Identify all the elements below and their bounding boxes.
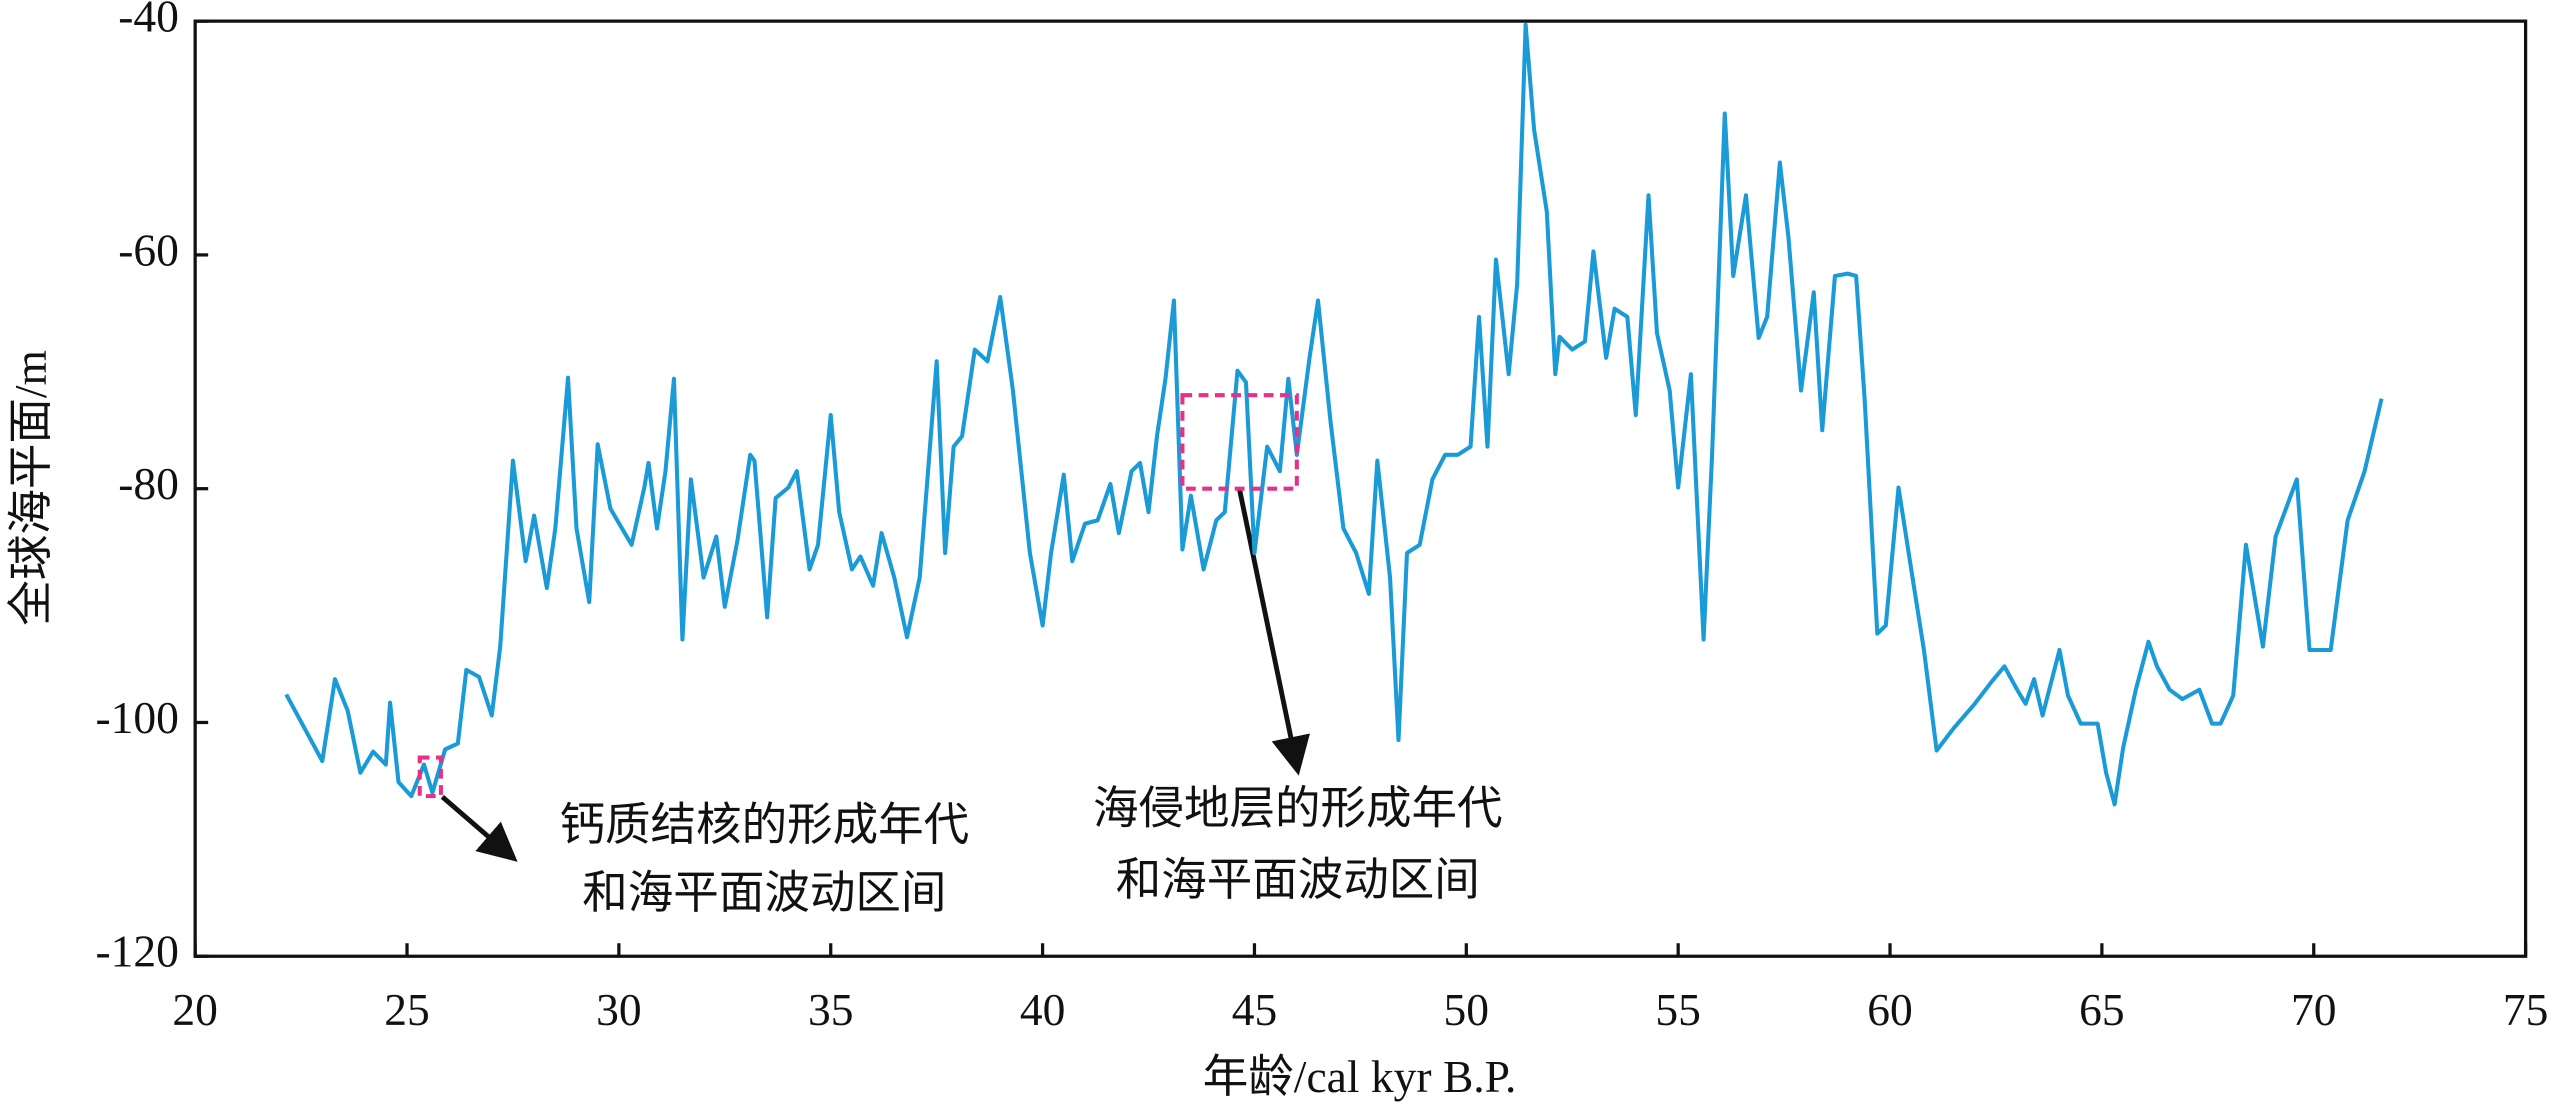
y-tick-label: -40 (118, 0, 179, 42)
x-axis-label: 年龄/cal kyr B.P. (1203, 1051, 1517, 1102)
x-tick-label: 75 (2503, 984, 2549, 1035)
arrow (1236, 487, 1310, 776)
annotation-box (417, 755, 443, 799)
x-tick-label: 55 (1655, 984, 1701, 1035)
y-tick-label: -120 (95, 926, 178, 977)
y-tick-label: -100 (95, 692, 178, 743)
data-line (284, 22, 2384, 807)
y-tick-label: -80 (118, 458, 179, 509)
x-tick-label: 70 (2291, 984, 2337, 1035)
x-tick-label: 35 (808, 984, 854, 1035)
y-axis-label: 全球海平面/m (5, 350, 56, 626)
x-tick-label: 40 (1020, 984, 1066, 1035)
x-tick-label: 65 (2079, 984, 2125, 1035)
annotation-box (1180, 393, 1299, 491)
annotation-text: 钙质结核的形成年代 (560, 799, 970, 850)
x-tick-label: 50 (1444, 984, 1490, 1035)
x-tick-label: 20 (172, 984, 218, 1035)
y-tick-label: -60 (118, 224, 179, 275)
x-tick-label: 30 (596, 984, 642, 1035)
arrow (440, 795, 518, 862)
annotation-text: 海侵地层的形成年代 (1093, 783, 1503, 834)
x-tick-label: 45 (1232, 984, 1278, 1035)
x-tick-label: 60 (1867, 984, 1913, 1035)
x-tick-label: 25 (384, 984, 430, 1035)
annotation-text: 和海平面波动区间 (582, 867, 946, 918)
annotation-text: 和海平面波动区间 (1116, 854, 1480, 905)
